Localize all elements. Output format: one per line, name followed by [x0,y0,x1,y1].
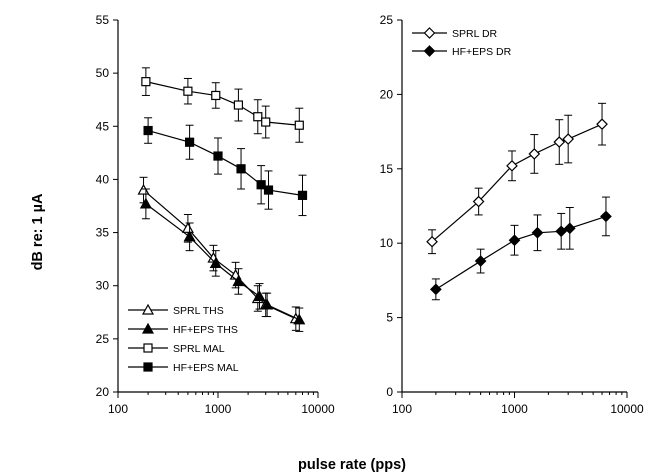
legend-label: SPRL MAL [173,343,225,355]
data-point [508,234,521,247]
legend-label: HF+EPS DR [452,46,512,58]
legend-marker [143,343,153,353]
y-tick-label: 35 [96,226,110,240]
data-point [553,136,566,148]
data-point [183,86,193,96]
data-point [555,225,568,238]
data-point [213,151,223,161]
legend-entry: SPRL DR [412,27,498,40]
series-sprl-dr [426,102,608,255]
series-line [431,123,603,243]
x-tick-label: 1000 [205,402,232,416]
data-point [600,210,612,223]
y-tick-label: 20 [380,87,394,101]
legend-entry: HF+EPS MAL [128,362,239,374]
data-point [528,148,541,160]
series-line [145,203,300,321]
data-point [293,313,306,325]
data-point [232,275,245,287]
data-point [185,137,195,147]
legend-label: SPRL DR [452,28,498,40]
y-tick-label: 20 [96,385,110,399]
y-tick-label: 10 [380,236,394,250]
data-point [430,283,442,296]
x-tick-label: 100 [108,402,128,416]
data-point [233,100,244,110]
legend-marker [143,362,153,372]
data-point [209,257,222,268]
data-point [143,125,153,136]
legend-label: HF+EPS MAL [173,362,239,374]
data-point [141,77,151,87]
x-axis-title: pulse rate (pps) [298,457,406,473]
series-line [435,215,607,290]
data-point [263,185,274,195]
legend-marker [423,45,436,57]
x-tick-label: 1000 [501,402,528,416]
y-tick-label: 45 [96,119,110,133]
series-hf-eps-dr [430,196,612,301]
data-point [596,118,608,131]
chart-left: 20 25 30 35 40 45 50 55 100 1000 10000 SPRL THS HF+E… [96,13,335,416]
legend-marker [423,27,436,39]
data-point [261,117,271,127]
data-point [181,222,194,233]
chart-right: 0 5 10 15 20 25 100 1000 10000 SPRL DR HF+EPS DR [380,13,644,416]
legend-marker [141,322,155,334]
data-point [137,183,150,195]
legend-entry: HF+EPS THS [128,322,238,336]
series-sprl-mal [141,67,304,143]
legend-entry: HF+EPS DR [412,45,512,58]
data-point [294,120,304,130]
legend-marker [141,303,155,315]
data-point [297,190,308,200]
x-tick-label: 100 [392,402,412,416]
data-point [256,180,266,190]
legend-label: SPRL THS [173,305,224,317]
y-axis-title: dB re: 1 µA [30,193,46,270]
data-point [183,230,196,242]
data-point [253,290,266,301]
series-line [145,81,300,126]
series-line [147,129,303,196]
data-point [261,298,274,310]
y-tick-label: 40 [96,172,110,186]
y-tick-label: 50 [96,66,110,80]
series-hf-eps-mal [143,117,308,217]
data-point [506,159,518,172]
legend-entry: SPRL MAL [128,343,225,355]
data-point [426,235,438,248]
data-point [139,197,152,209]
data-point [472,195,485,208]
y-tick-label: 25 [380,13,394,27]
data-point [253,112,263,122]
data-point [211,90,221,101]
data-point [531,226,544,239]
y-tick-label: 25 [96,332,110,346]
legend-entry: SPRL THS [128,303,224,317]
series-line [143,189,297,320]
x-tick-label: 10000 [301,402,335,416]
y-tick-label: 30 [96,279,110,293]
data-point [562,133,575,145]
legend-label: HF+EPS THS [173,324,238,336]
x-tick-label: 10000 [610,402,644,416]
series-hf-eps-ths [139,188,306,332]
y-tick-label: 5 [386,311,393,325]
y-tick-label: 15 [380,162,394,176]
data-point [474,255,487,267]
data-point [236,164,246,174]
data-point [563,222,576,235]
y-tick-label: 55 [96,13,110,27]
y-tick-label: 0 [386,385,393,399]
